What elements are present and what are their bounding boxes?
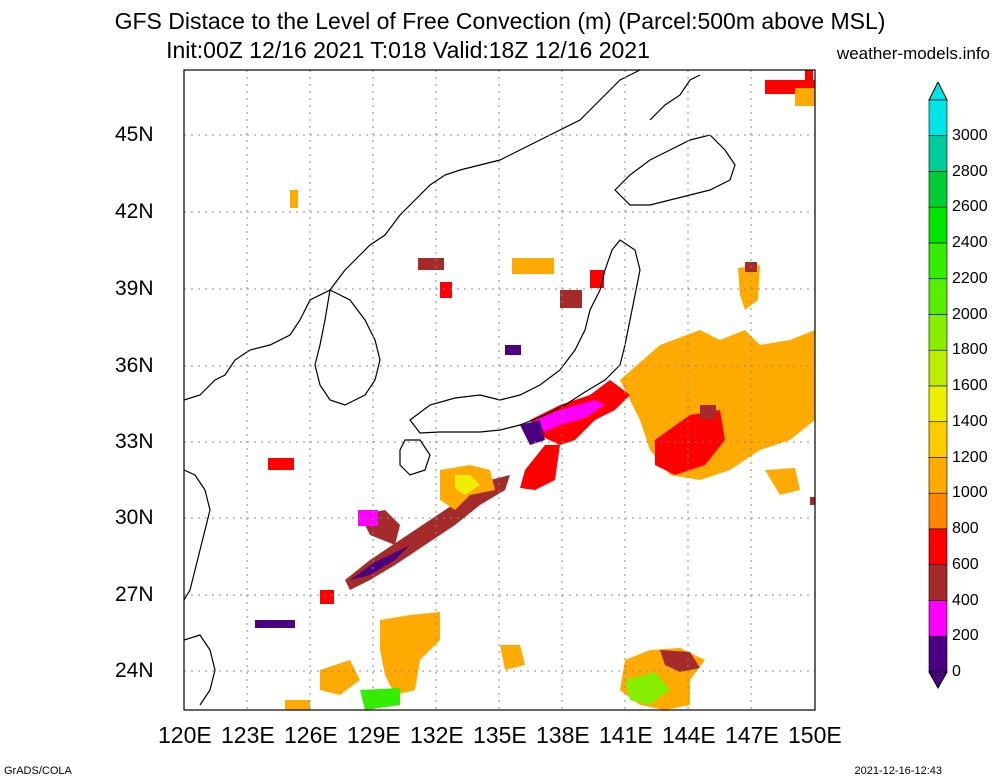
colorbar-swatch bbox=[928, 421, 948, 458]
lat-label-39n: 39N bbox=[115, 277, 154, 300]
footer-software: GrADS/COLA bbox=[4, 765, 72, 777]
footer-timestamp: 2021-12-16-12:43 bbox=[854, 765, 942, 777]
lon-label-141e: 141E bbox=[599, 722, 653, 748]
lat-label-24n: 24N bbox=[115, 659, 154, 682]
colorbar-label: 1600 bbox=[952, 377, 988, 394]
colorbar-label: 1200 bbox=[952, 448, 988, 466]
map-frame bbox=[183, 69, 816, 711]
coastlines bbox=[184, 70, 736, 706]
colorbar-label: 2600 bbox=[952, 198, 988, 216]
lat-label-30n: 30N bbox=[115, 506, 154, 529]
colorbar bbox=[928, 82, 948, 690]
lat-label-36n: 36N bbox=[115, 354, 154, 377]
colorbar-label: 400 bbox=[952, 591, 979, 609]
lon-label-150e: 150E bbox=[788, 722, 842, 748]
colorbar-swatch bbox=[928, 99, 948, 137]
colorbar-label: 2000 bbox=[952, 305, 988, 323]
colorbar-label: 1000 bbox=[952, 484, 988, 502]
colorbar-swatch bbox=[928, 492, 948, 530]
colorbar-swatch bbox=[928, 564, 948, 601]
colorbar-swatch bbox=[928, 278, 948, 315]
lon-label-126e: 126E bbox=[284, 722, 338, 748]
lon-label-123e: 123E bbox=[221, 722, 275, 748]
lon-label-138e: 138E bbox=[536, 722, 590, 748]
colorbar-swatch bbox=[928, 600, 948, 637]
lon-label-147e: 147E bbox=[725, 722, 779, 748]
chart-subtitle: Init:00Z 12/16 2021 T:018 Valid:18Z 12/1… bbox=[166, 37, 650, 63]
lon-label-129e: 129E bbox=[347, 722, 401, 748]
colorbar-label: 800 bbox=[952, 520, 979, 537]
colorbar-swatch bbox=[928, 635, 948, 673]
colorbar-label: 3000 bbox=[952, 126, 988, 144]
colorbar-swatch bbox=[928, 242, 948, 280]
colorbar-swatch bbox=[928, 385, 948, 423]
colorbar-label: 200 bbox=[952, 627, 979, 645]
colorbar-label: 600 bbox=[952, 555, 979, 573]
lon-label-144e: 144E bbox=[662, 722, 716, 748]
colorbar-label: 2200 bbox=[952, 269, 988, 287]
colorbar-bottom-arrow bbox=[928, 671, 948, 690]
colorbar-swatch bbox=[928, 349, 948, 387]
colorbar-label: 1800 bbox=[952, 341, 988, 359]
colorbar-swatch bbox=[928, 314, 948, 351]
colorbar-swatch bbox=[928, 206, 948, 244]
lat-label-27n: 27N bbox=[115, 583, 154, 606]
colorbar-label: 1400 bbox=[952, 412, 988, 430]
colorbar-swatch bbox=[928, 135, 948, 172]
colorbar-swatch bbox=[928, 457, 948, 494]
chart-title: GFS Distace to the Level of Free Convect… bbox=[114, 8, 886, 34]
field-patches bbox=[255, 70, 815, 710]
colorbar-swatch bbox=[928, 171, 948, 208]
colorbar-label: 2800 bbox=[952, 162, 988, 180]
lat-label-45n: 45N bbox=[115, 123, 154, 146]
site-label: weather-models.info bbox=[836, 44, 990, 63]
colorbar-top-arrow bbox=[928, 82, 948, 101]
lon-label-135e: 135E bbox=[473, 722, 527, 748]
colorbar-label: 2400 bbox=[952, 234, 988, 251]
lat-label-33n: 33N bbox=[115, 430, 154, 453]
lon-label-132e: 132E bbox=[410, 722, 464, 748]
colorbar-swatch bbox=[928, 528, 948, 566]
lon-label-120e: 120E bbox=[158, 722, 212, 748]
lat-label-42n: 42N bbox=[115, 200, 154, 223]
gridlines bbox=[184, 70, 815, 710]
colorbar-label: 0 bbox=[952, 663, 961, 680]
